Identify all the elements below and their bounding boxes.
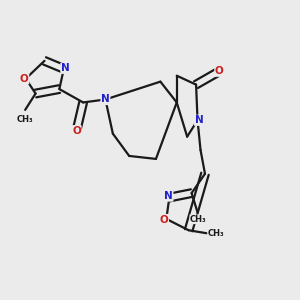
Text: O: O [160, 214, 168, 224]
Text: O: O [72, 126, 81, 136]
Text: N: N [101, 94, 110, 104]
Text: O: O [215, 66, 224, 76]
Text: N: N [61, 63, 70, 73]
Text: CH₃: CH₃ [208, 229, 225, 238]
Text: N: N [195, 115, 203, 125]
Text: CH₃: CH₃ [16, 115, 33, 124]
Text: O: O [20, 74, 28, 84]
Text: N: N [164, 191, 173, 201]
Text: CH₃: CH₃ [190, 215, 206, 224]
